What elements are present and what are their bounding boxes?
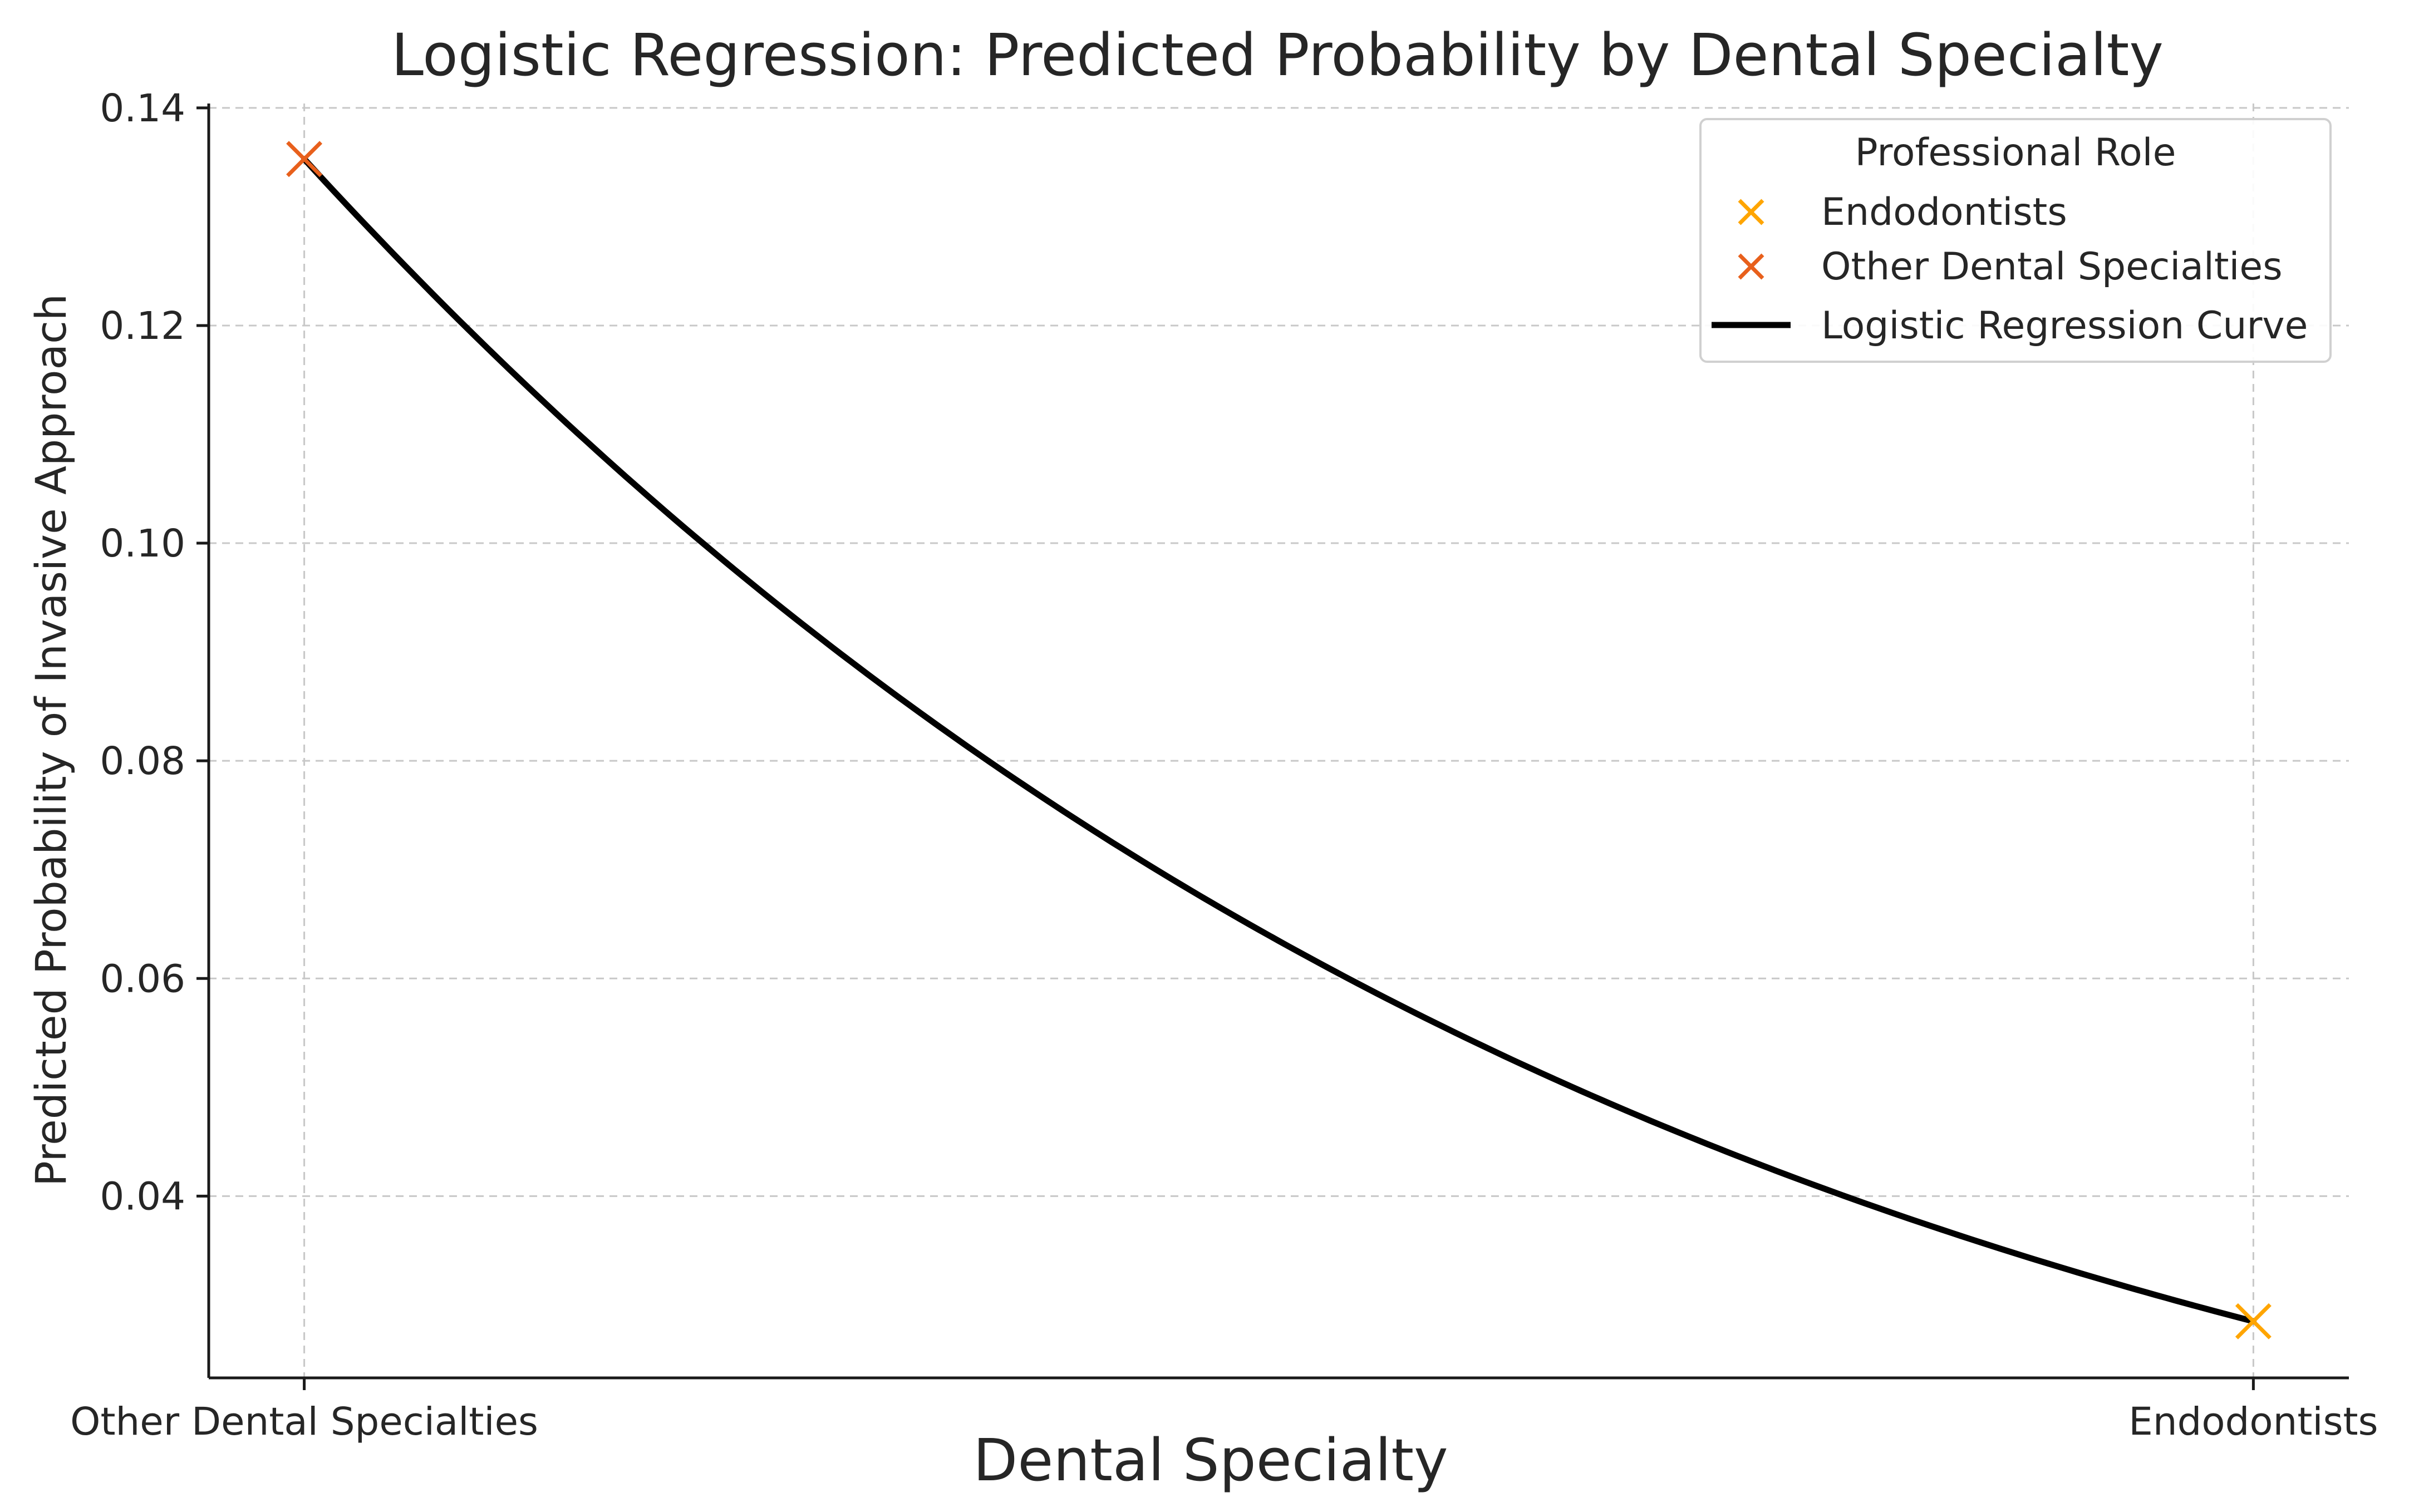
logistic-regression-curve <box>301 156 2256 1324</box>
chart-title: Logistic Regression: Predicted Probabili… <box>391 21 2164 89</box>
x-tick-label: Other Dental Specialties <box>70 1400 538 1444</box>
legend-box <box>1699 118 2332 363</box>
legend-label: Logistic Regression Curve <box>1821 304 2308 348</box>
marker-stroke <box>286 141 323 178</box>
marker-stroke <box>1738 253 1764 280</box>
y-tick-label: 0.04 <box>100 1174 185 1219</box>
scatter-point-endodontists <box>2235 1303 2272 1339</box>
legend-marker <box>1738 253 1764 280</box>
y-tick-label: 0.10 <box>100 521 185 566</box>
y-tick-label: 0.14 <box>100 86 185 131</box>
y-tick-label: 0.12 <box>100 304 185 348</box>
ticks: 0.04 0.06 0.08 0.10 0.12 0.14 Other Dental Spe… <box>70 86 2378 1444</box>
x-tick-label: Endodontists <box>2128 1400 2378 1444</box>
legend-marker <box>1738 199 1764 225</box>
marker-stroke <box>1738 199 1764 225</box>
x-axis-label: Dental Specialty <box>973 1426 1448 1494</box>
legend-title: Professional Role <box>1855 131 2176 175</box>
legend-label: Endodontists <box>1821 190 2067 234</box>
legend-label: Other Dental Specialties <box>1821 245 2283 289</box>
legend-entry: Endodontists <box>1738 190 2067 234</box>
axes <box>207 104 2349 1380</box>
scatter-point-other-dental-specialties <box>286 141 323 178</box>
y-tick-label: 0.08 <box>100 739 185 784</box>
legend: Professional Role Endodontists Other Dent… <box>1699 118 2332 363</box>
legend-entries: Endodontists Other Dental Specialties Logi… <box>1712 190 2308 348</box>
y-tick-label: 0.06 <box>100 957 185 1001</box>
series <box>286 141 2272 1339</box>
marker-stroke <box>2235 1303 2272 1339</box>
y-axis-label: Predicted Probability of Invasive Approa… <box>26 294 76 1186</box>
legend-entry: Other Dental Specialties <box>1738 245 2283 289</box>
legend-entry: Logistic Regression Curve <box>1712 304 2308 348</box>
